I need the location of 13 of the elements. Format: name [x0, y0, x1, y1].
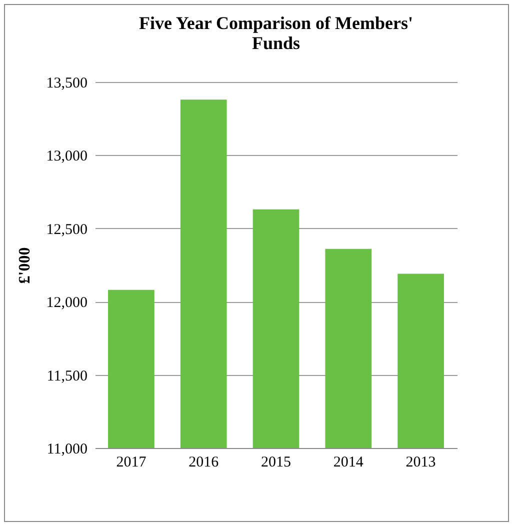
- chart-title: Five Year Comparison of Members' Funds: [139, 13, 413, 53]
- y-tick-label: 13,500: [46, 76, 88, 92]
- y-tick-label: 11,500: [46, 368, 88, 384]
- x-tick-label: 2014: [333, 454, 364, 470]
- x-tick-label: 2013: [406, 454, 436, 470]
- x-tick-label: 2016: [188, 454, 220, 470]
- x-tick-label: 2015: [261, 454, 291, 470]
- y-tick-label: 12,500: [46, 222, 88, 238]
- y-tick-label: 12,000: [46, 295, 88, 312]
- y-tick-label: 13,000: [46, 148, 88, 165]
- y-tick-label: 11,000: [46, 442, 88, 458]
- y-axis-title: £'000: [16, 247, 34, 284]
- x-tick-label: 2017: [116, 454, 147, 470]
